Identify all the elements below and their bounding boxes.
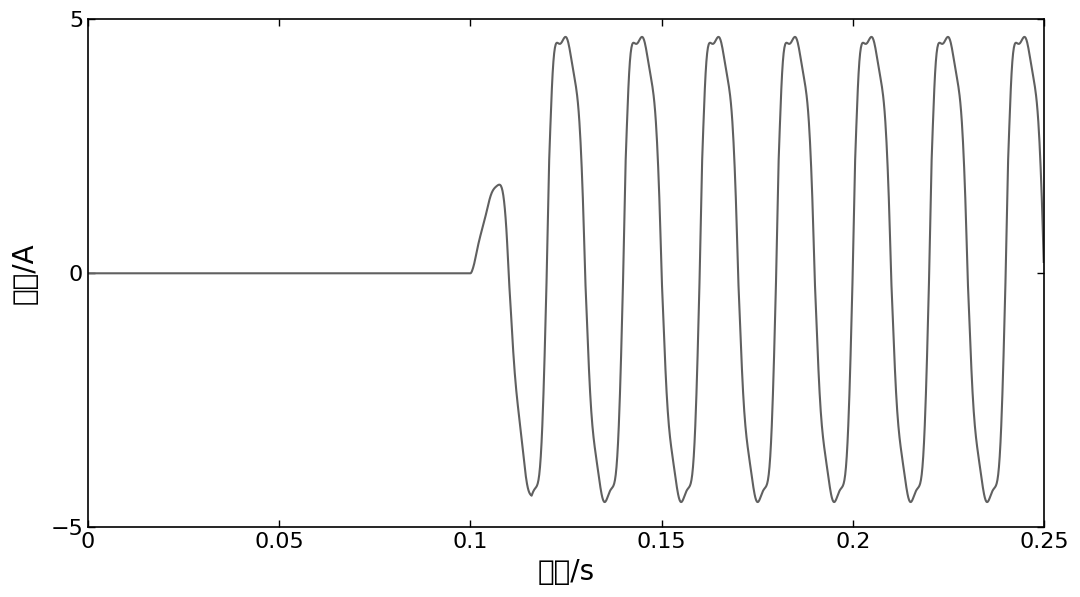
- X-axis label: 时间/s: 时间/s: [538, 558, 595, 586]
- Y-axis label: 电流/A: 电流/A: [11, 242, 39, 304]
